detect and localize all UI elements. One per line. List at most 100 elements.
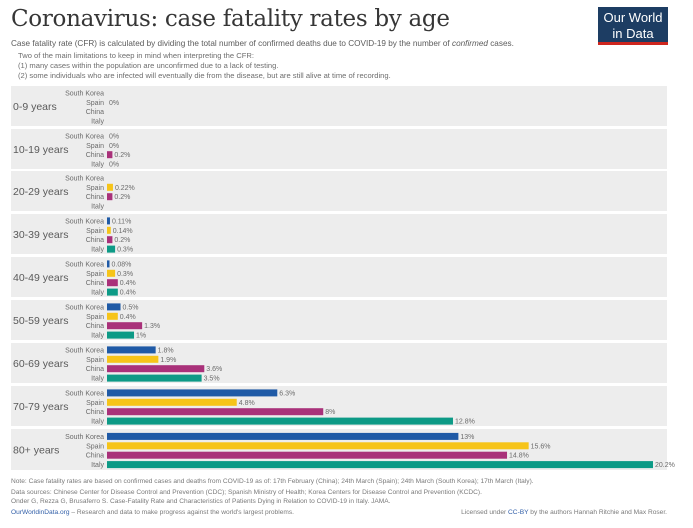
country-label-70-79-years-south-korea: South Korea — [65, 390, 104, 397]
footer-sources-1: Data sources: Chinese Center for Disease… — [11, 489, 482, 496]
bar-70-79-years-italy — [107, 417, 453, 425]
license-post: by the authors Hannah Ritchie and Max Ro… — [528, 509, 667, 516]
band-20-29-years — [11, 171, 667, 211]
group-label-40-49-years: 40-49 years — [13, 272, 68, 284]
country-label-0-9-years-spain: Spain — [86, 100, 104, 107]
site-link[interactable]: OurWorldinData.org — [11, 509, 70, 516]
bar-50-59-years-south-korea — [107, 303, 121, 311]
country-label-20-29-years-spain: Spain — [86, 185, 104, 192]
value-label-50-59-years-spain: 0.4% — [120, 314, 136, 321]
country-label-0-9-years-south-korea: South Korea — [65, 90, 104, 97]
group-label-0-9-years: 0-9 years — [13, 101, 57, 113]
country-label-10-19-years-south-korea: South Korea — [65, 133, 104, 140]
bar-60-69-years-italy — [107, 374, 202, 382]
bar-40-49-years-spain — [107, 269, 116, 277]
limitations-note-1: Two of the main limitations to keep in m… — [18, 51, 254, 60]
country-label-30-39-years-china: China — [86, 237, 104, 244]
limitations-note-2: (1) many cases within the population are… — [18, 61, 279, 70]
country-label-60-69-years-italy: Italy — [91, 376, 104, 383]
country-label-40-49-years-italy: Italy — [91, 290, 104, 297]
country-label-80-years-china: China — [86, 453, 104, 460]
country-label-0-9-years-italy: Italy — [91, 119, 104, 126]
bar-40-49-years-south-korea — [107, 260, 110, 268]
group-label-10-19-years: 10-19 years — [13, 144, 68, 156]
value-label-80-years-china: 14.8% — [509, 453, 529, 460]
value-label-80-years-south-korea: 13% — [460, 434, 474, 441]
value-label-40-49-years-china: 0.4% — [120, 280, 136, 287]
group-label-80-years: 80+ years — [13, 445, 59, 457]
bar-50-59-years-spain — [107, 312, 118, 320]
country-label-30-39-years-spain: Spain — [86, 228, 104, 235]
band-0-9-years — [11, 86, 667, 126]
bar-60-69-years-spain — [107, 355, 159, 363]
bar-60-69-years-china — [107, 365, 205, 373]
country-label-50-59-years-italy: Italy — [91, 333, 104, 340]
bar-30-39-years-spain — [107, 226, 111, 234]
limitations-note-3: (2) some individuals who are infected wi… — [18, 71, 391, 80]
bar-30-39-years-south-korea — [107, 217, 110, 225]
value-label-10-19-years-china: 0.2% — [114, 152, 130, 159]
country-label-80-years-south-korea: South Korea — [65, 434, 104, 441]
bar-10-19-years-china — [107, 151, 113, 159]
value-label-60-69-years-china: 3.6% — [206, 366, 222, 373]
value-label-10-19-years-spain: 0% — [109, 143, 119, 150]
logo-line-2: in Data — [612, 26, 654, 41]
value-label-80-years-spain: 15.6% — [531, 443, 551, 450]
value-label-70-79-years-italy: 12.8% — [455, 419, 475, 426]
country-label-50-59-years-china: China — [86, 323, 104, 330]
country-label-30-39-years-south-korea: South Korea — [65, 218, 104, 225]
bar-60-69-years-south-korea — [107, 346, 156, 354]
country-label-70-79-years-spain: Spain — [86, 400, 104, 407]
value-label-60-69-years-spain: 1.9% — [160, 357, 176, 364]
bar-70-79-years-spain — [107, 398, 237, 406]
value-label-50-59-years-china: 1.3% — [144, 323, 160, 330]
footer-note: Note: Case fatality rates are based on c… — [11, 478, 534, 485]
footer-site: OurWorldinData.org – Research and data t… — [11, 509, 294, 516]
value-label-60-69-years-italy: 3.5% — [204, 376, 220, 383]
license-text: Licensed under CC-BY by the authors Hann… — [461, 509, 667, 516]
group-label-60-69-years: 60-69 years — [13, 358, 68, 370]
bar-80-years-italy — [107, 461, 653, 469]
owid-logo[interactable]: Our World in Data — [598, 7, 668, 45]
value-label-10-19-years-south-korea: 0% — [109, 133, 119, 140]
country-label-40-49-years-south-korea: South Korea — [65, 261, 104, 268]
group-label-50-59-years: 50-59 years — [13, 315, 68, 327]
value-label-70-79-years-south-korea: 6.3% — [279, 390, 295, 397]
country-label-10-19-years-spain: Spain — [86, 143, 104, 150]
bar-20-29-years-spain — [107, 183, 113, 191]
bar-70-79-years-china — [107, 408, 324, 416]
bar-50-59-years-china — [107, 322, 143, 330]
country-label-50-59-years-south-korea: South Korea — [65, 304, 104, 311]
bar-70-79-years-south-korea — [107, 389, 278, 397]
value-label-50-59-years-south-korea: 0.5% — [123, 304, 139, 311]
country-label-20-29-years-italy: Italy — [91, 204, 104, 211]
subtitle-text: Case fatality rate (CFR) is calculated b… — [11, 39, 452, 48]
country-label-70-79-years-italy: Italy — [91, 419, 104, 426]
country-label-60-69-years-china: China — [86, 366, 104, 373]
country-label-80-years-spain: Spain — [86, 443, 104, 450]
country-label-0-9-years-china: China — [86, 109, 104, 116]
band-40-49-years — [11, 257, 667, 297]
country-label-50-59-years-spain: Spain — [86, 314, 104, 321]
bar-80-years-south-korea — [107, 432, 459, 440]
subtitle-end: cases. — [487, 39, 514, 48]
value-label-10-19-years-italy: 0% — [109, 162, 119, 169]
bar-20-29-years-china — [107, 193, 113, 201]
license-pre: Licensed under — [461, 509, 509, 516]
value-label-30-39-years-china: 0.2% — [114, 237, 130, 244]
chart-subtitle: Case fatality rate (CFR) is calculated b… — [11, 39, 514, 48]
value-label-80-years-italy: 20.2% — [655, 462, 675, 469]
country-label-10-19-years-italy: Italy — [91, 162, 104, 169]
value-label-30-39-years-italy: 0.3% — [117, 247, 133, 254]
value-label-60-69-years-south-korea: 1.8% — [158, 347, 174, 354]
group-label-70-79-years: 70-79 years — [13, 401, 68, 413]
country-label-40-49-years-spain: Spain — [86, 271, 104, 278]
bar-50-59-years-italy — [107, 331, 135, 339]
country-label-60-69-years-south-korea: South Korea — [65, 347, 104, 354]
value-label-30-39-years-spain: 0.14% — [113, 228, 133, 235]
value-label-50-59-years-italy: 1% — [136, 333, 146, 340]
site-tagline: – Research and data to make progress aga… — [69, 509, 294, 516]
license-link[interactable]: CC-BY — [508, 509, 529, 516]
bar-40-49-years-china — [107, 279, 118, 287]
